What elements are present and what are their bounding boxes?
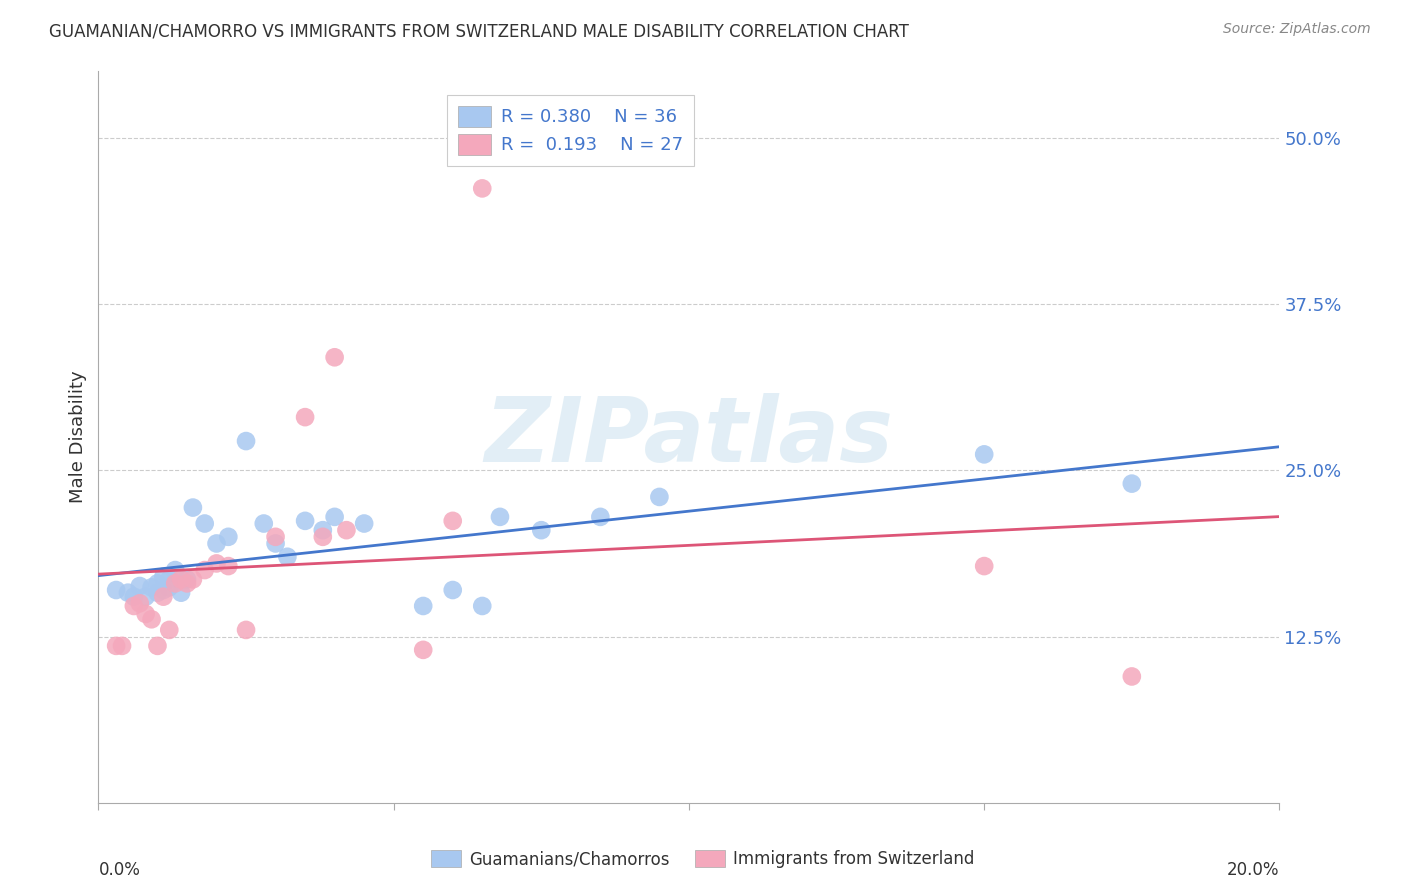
Point (105, 639, 128, 653)
Point (973, 447, 995, 461)
Point (235, 623, 257, 637)
Point (235, 434, 257, 448)
Point (217, 559, 239, 574)
Legend: Guamanians/Chamorros, Immigrants from Switzerland: Guamanians/Chamorros, Immigrants from Sw… (425, 843, 981, 875)
Point (353, 516, 375, 531)
Point (205, 557, 228, 571)
Point (146, 639, 169, 653)
Point (152, 590, 174, 604)
Point (181, 500, 204, 515)
Point (412, 643, 434, 657)
Point (294, 410, 316, 425)
Point (441, 514, 464, 528)
Point (1121, 476, 1143, 491)
Point (128, 579, 150, 593)
Point (105, 582, 128, 597)
Point (276, 549, 298, 564)
Point (146, 576, 169, 591)
Point (194, 516, 217, 531)
Point (973, 559, 995, 574)
Point (471, 181, 494, 195)
Point (217, 530, 239, 544)
Point (323, 509, 346, 524)
Point (111, 639, 134, 653)
Point (441, 582, 464, 597)
Point (471, 599, 494, 613)
Text: 20.0%: 20.0% (1227, 861, 1279, 879)
Y-axis label: Male Disability: Male Disability (69, 371, 87, 503)
Point (312, 530, 335, 544)
Point (122, 599, 145, 613)
Text: Source: ZipAtlas.com: Source: ZipAtlas.com (1223, 22, 1371, 37)
Point (165, 576, 187, 591)
Point (489, 509, 512, 524)
Point (122, 590, 145, 604)
Point (146, 585, 169, 599)
Point (152, 582, 174, 597)
Text: ZIPatlas: ZIPatlas (485, 393, 893, 481)
Point (312, 523, 335, 537)
Point (170, 585, 193, 599)
Point (165, 563, 187, 577)
Point (157, 623, 180, 637)
Legend: R = 0.380    N = 36, R =  0.193    N = 27: R = 0.380 N = 36, R = 0.193 N = 27 (447, 95, 695, 166)
Text: GUAMANIAN/CHAMORRO VS IMMIGRANTS FROM SWITZERLAND MALE DISABILITY CORRELATION CH: GUAMANIAN/CHAMORRO VS IMMIGRANTS FROM SW… (49, 22, 910, 40)
Point (141, 580, 163, 594)
Point (181, 573, 204, 587)
Point (335, 523, 357, 537)
Point (135, 590, 157, 604)
Text: 0.0%: 0.0% (98, 861, 141, 879)
Point (264, 530, 287, 544)
Point (253, 516, 276, 531)
Point (294, 514, 316, 528)
Point (152, 570, 174, 584)
Point (530, 523, 553, 537)
Point (176, 576, 198, 591)
Point (194, 563, 217, 577)
Point (412, 599, 434, 613)
Point (323, 351, 346, 365)
Point (135, 607, 157, 621)
Point (264, 536, 287, 550)
Point (176, 573, 198, 587)
Point (157, 580, 180, 594)
Point (589, 509, 612, 524)
Point (170, 573, 193, 587)
Point (141, 612, 163, 626)
Point (1121, 669, 1143, 683)
Point (128, 596, 150, 610)
Point (205, 536, 228, 550)
Point (648, 490, 671, 504)
Point (117, 585, 139, 599)
Point (157, 573, 180, 587)
